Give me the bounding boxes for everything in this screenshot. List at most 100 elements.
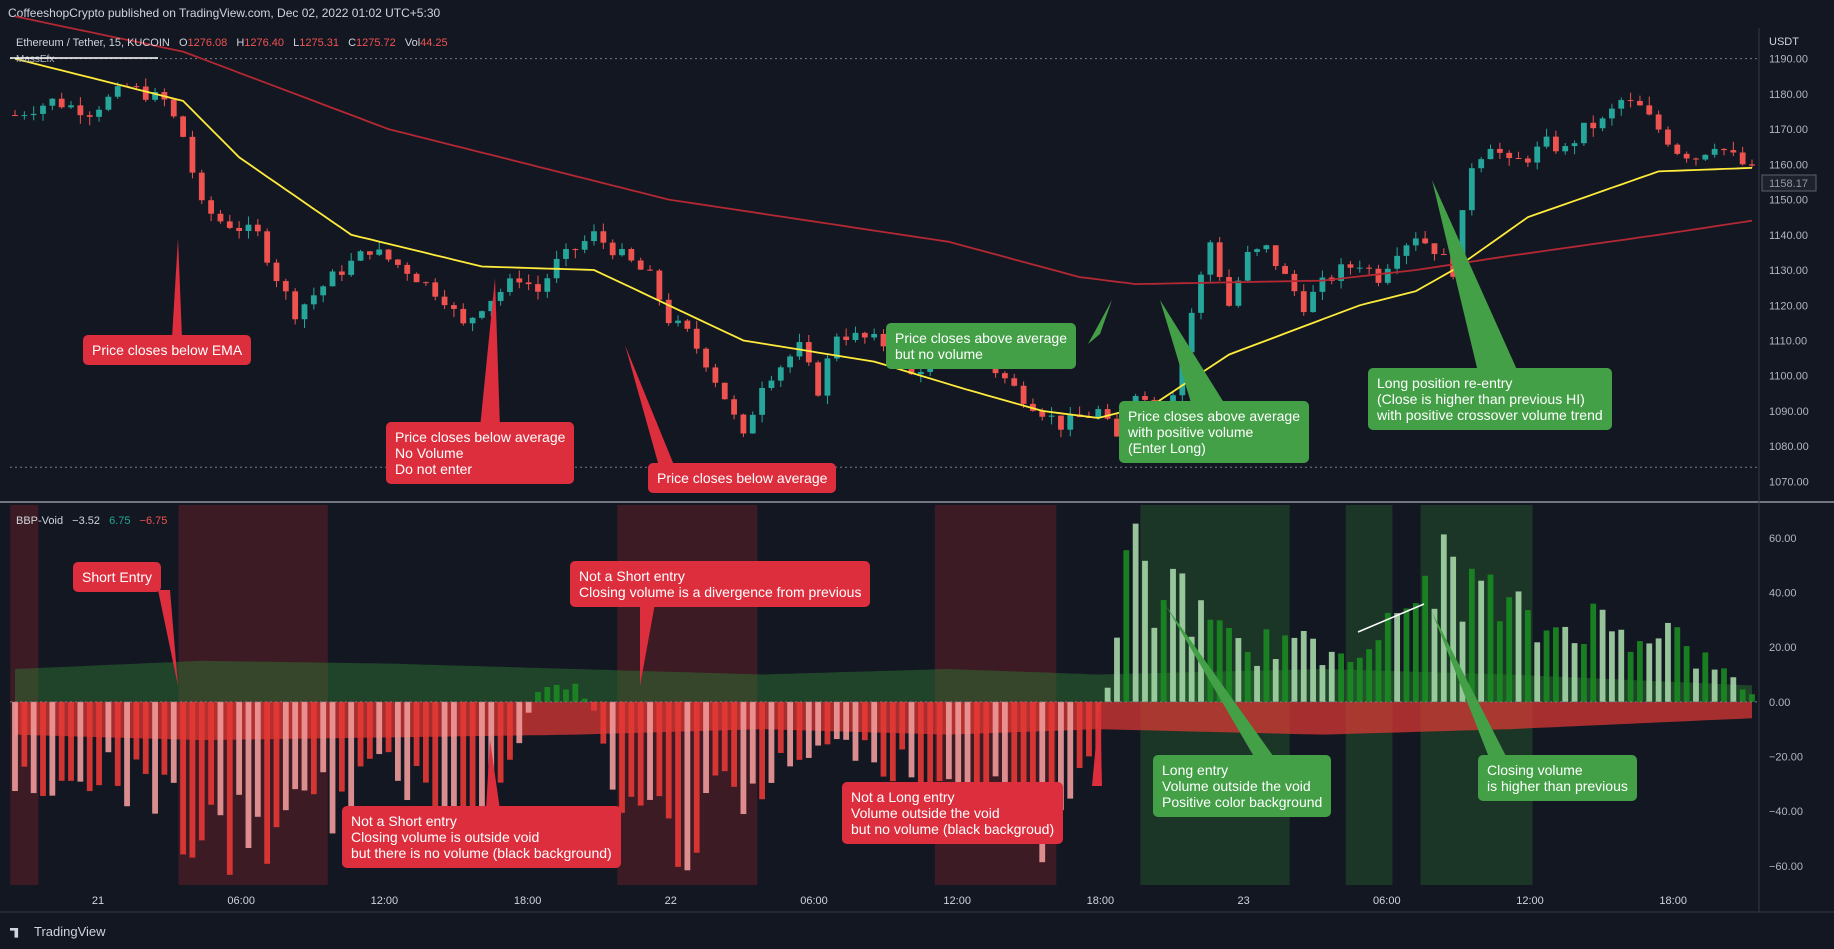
osc-bar [703, 701, 709, 794]
price-tick-label: 1110.00 [1769, 335, 1807, 347]
osc-bar [236, 701, 243, 795]
price-axis-unit: USDT [1769, 36, 1799, 48]
osc-bar [581, 698, 588, 702]
osc-bar [1002, 701, 1008, 819]
candle-body [366, 251, 373, 255]
osc-bar [357, 701, 364, 767]
legend-symbol: Ethereum / Tether, 15, KUCOIN [16, 37, 170, 49]
osc-bar [1693, 668, 1699, 702]
osc-bar [1282, 635, 1288, 702]
candle-body [1412, 238, 1419, 246]
osc-bar [889, 701, 896, 782]
time-tick-label: 06:00 [800, 895, 828, 907]
candle-body [581, 241, 588, 250]
osc-bar [264, 701, 271, 864]
candle-body [647, 269, 653, 271]
osc-bar [740, 701, 747, 815]
legend-high-label: H [236, 37, 244, 49]
osc-tick-label: −20.00 [1769, 752, 1803, 764]
osc-bar [1655, 638, 1662, 702]
candle-body [189, 136, 196, 173]
osc-bar [189, 701, 196, 858]
candle-body [1347, 264, 1354, 268]
osc-bar [273, 701, 280, 828]
tradingview-logo-icon [10, 927, 19, 938]
osc-bar [21, 701, 28, 767]
candle-body [1552, 136, 1559, 152]
osc-bar [1319, 665, 1326, 702]
osc-bar [1170, 568, 1176, 702]
candle-body [273, 262, 280, 282]
annotation-long-entry: Long entry Volume outside the void Posit… [1153, 755, 1332, 817]
candle-body [1356, 267, 1363, 269]
osc-bar [385, 701, 392, 753]
footer-brand[interactable]: TradingView [0, 915, 1834, 949]
osc-bar [693, 701, 700, 853]
osc-bar [366, 701, 373, 759]
legend-vol-label: Vol [405, 37, 420, 49]
osc-bar [628, 701, 635, 797]
osc-bar [30, 701, 37, 794]
price-tick-label: 1170.00 [1769, 124, 1808, 136]
candle-body [1739, 152, 1746, 165]
pointer-price-below-average [625, 345, 676, 470]
candle-body [1039, 410, 1046, 417]
osc-bar [310, 701, 317, 795]
candle-body [1665, 129, 1671, 145]
annotation-price-below-ema: Price closes below EMA [83, 335, 252, 365]
price-tick-label: 1100.00 [1769, 371, 1808, 383]
candle-body [749, 414, 756, 434]
candle-body [142, 86, 149, 100]
osc-bar [1581, 644, 1587, 702]
osc-bar [1160, 600, 1167, 702]
osc-bar [665, 701, 672, 819]
osc-bar [1609, 631, 1615, 702]
osc-bar [964, 701, 971, 794]
candle-body [572, 249, 579, 251]
candle-body [833, 336, 840, 359]
candle-body [1571, 143, 1578, 147]
price-tick-label: 1150.00 [1769, 195, 1808, 207]
price-tick-label: 1090.00 [1769, 406, 1809, 418]
time-tick-label: 21 [92, 895, 104, 907]
price-legend: Ethereum / Tether, 15, KUCOIN O1276.08 H… [10, 37, 448, 65]
osc-bar [1076, 701, 1083, 769]
osc-bar [563, 689, 569, 702]
time-tick-label: 18:00 [514, 895, 542, 907]
osc-bar [245, 701, 252, 849]
osc-bar [731, 701, 737, 787]
candle-body [1506, 152, 1513, 159]
candle-body [675, 320, 681, 324]
candle-body [77, 105, 84, 116]
candle-body [1627, 100, 1634, 102]
osc-bar [908, 701, 915, 778]
osc-bar [124, 701, 130, 807]
osc-bar [432, 701, 439, 808]
candle-body [507, 278, 513, 293]
candle-body [1216, 242, 1223, 277]
candle-body [1226, 276, 1232, 306]
osc-bar [86, 701, 93, 792]
candle-body [68, 105, 74, 108]
candle-body [843, 336, 850, 340]
pointer-price-above-average-no-volume [1088, 300, 1112, 344]
candle-body [787, 356, 794, 368]
osc-bar [973, 701, 980, 795]
osc-bar [861, 701, 868, 741]
time-tick-label: 18:00 [1659, 895, 1687, 907]
candle-body [1263, 245, 1270, 250]
osc-bar [376, 701, 383, 755]
publisher-header: CoffeeshopCrypto published on TradingVie… [0, 0, 1834, 26]
osc-bar [198, 701, 205, 841]
pointer-not-short-outside-void [486, 740, 500, 810]
osc-bar [1067, 701, 1074, 799]
osc-bar [1384, 612, 1391, 702]
price-tick-label: 1130.00 [1769, 265, 1808, 277]
candle-body [871, 333, 878, 338]
candle-body [385, 249, 392, 260]
osc-bar [955, 701, 962, 825]
last-price-label: 1158.17 [1769, 178, 1808, 190]
candle-body [1188, 312, 1195, 353]
candle-body [628, 249, 635, 261]
